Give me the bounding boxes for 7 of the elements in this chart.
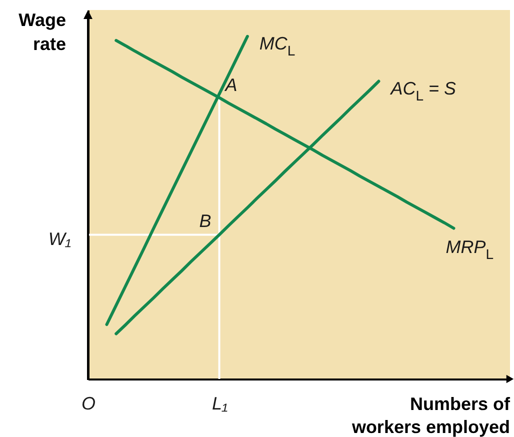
x-tick-label: L₁	[212, 394, 228, 414]
ref-line-label: W₁	[48, 228, 72, 249]
annotation: A	[224, 74, 238, 95]
annotation: B	[199, 210, 212, 231]
y-axis-title: Wage rate	[18, 10, 66, 54]
x-axis-title: Numbers of workers employed	[350, 394, 511, 437]
x-tick-label: O	[81, 394, 96, 414]
